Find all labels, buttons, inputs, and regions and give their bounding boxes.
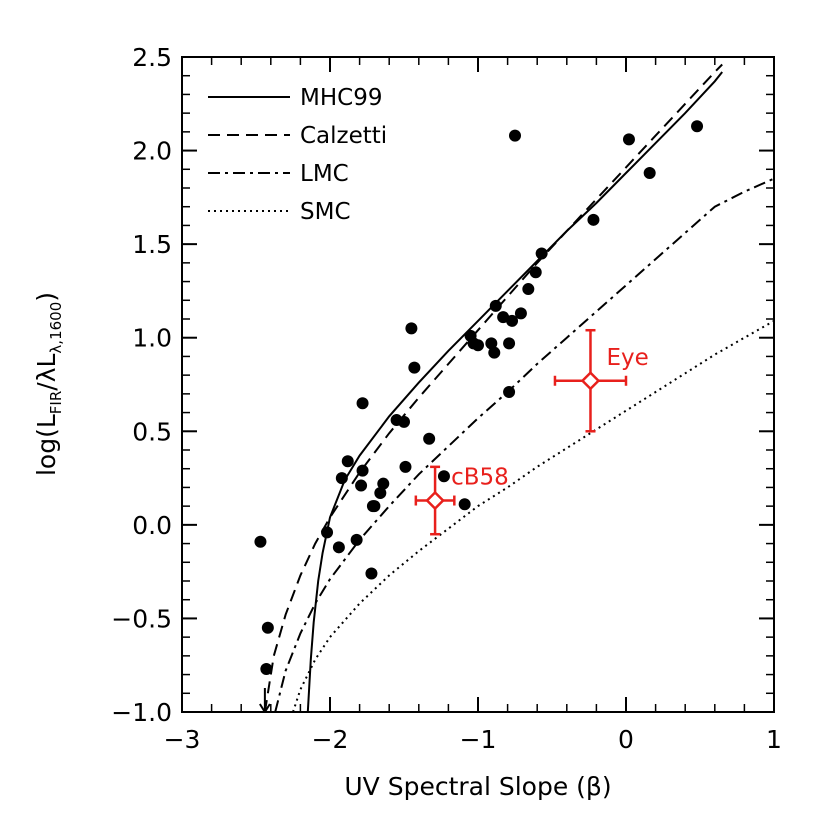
data-point [488, 346, 501, 359]
data-point [458, 498, 471, 511]
data-point [643, 167, 656, 180]
data-point [377, 477, 390, 490]
data-point [254, 535, 267, 548]
x-axis-title: UV Spectral Slope (β) [344, 772, 611, 801]
series-line-lmc [274, 177, 774, 712]
data-point [356, 397, 369, 410]
data-point [535, 247, 548, 260]
data-point [503, 337, 516, 350]
series-line-mhc99 [306, 71, 723, 712]
data-point [503, 385, 516, 398]
y-tick-label: 0.5 [132, 417, 172, 446]
y-tick-label: 2.0 [132, 137, 172, 166]
data-point [355, 479, 368, 492]
data-point [341, 455, 354, 468]
legend-label-smc: SMC [300, 199, 351, 225]
series-line-smc [292, 320, 774, 712]
data-point [529, 266, 542, 279]
data-point [365, 567, 378, 580]
plot-frame [181, 56, 775, 713]
y-tick-label: −0.5 [111, 604, 172, 633]
data-point [332, 541, 345, 554]
data-point [489, 299, 502, 312]
data-point [399, 460, 412, 473]
data-point [514, 307, 527, 320]
x-tick-label: −2 [312, 725, 349, 754]
legend-label-lmc: LMC [300, 161, 349, 187]
data-point [506, 314, 519, 327]
data-point [374, 487, 387, 500]
series-line-calzetti [263, 63, 723, 712]
annotation-label-eye: Eye [606, 345, 648, 371]
data-point [522, 283, 535, 296]
x-tick-label: −1 [460, 725, 497, 754]
x-tick-label: 0 [618, 725, 634, 754]
data-point [368, 500, 381, 513]
marker-diamond-eye [580, 370, 601, 391]
marker-diamond-cb58 [425, 490, 445, 511]
data-point [350, 533, 363, 546]
x-tick-label: −3 [164, 725, 201, 754]
legend-label-calzetti: Calzetti [300, 123, 387, 149]
data-point [437, 470, 450, 483]
y-title-sub-fir: FIR [47, 391, 65, 414]
data-point [398, 415, 410, 428]
y-title-mid: /λL [32, 354, 61, 391]
x-tick-label: 1 [766, 725, 782, 754]
data-point [691, 120, 704, 133]
y-title-open: log(L [32, 414, 61, 476]
data-point [408, 361, 421, 374]
data-point [356, 464, 369, 477]
y-tick-label: 1.0 [132, 324, 172, 353]
data-point [622, 133, 635, 146]
data-point [405, 322, 418, 335]
y-title-close: ) [32, 292, 61, 302]
y-tick-label: 0.0 [132, 511, 172, 540]
y-tick-label: 1.5 [132, 230, 172, 259]
data-point [321, 526, 334, 539]
data-point [509, 129, 521, 142]
legend-label-mhc99: MHC99 [300, 85, 382, 111]
data-point [261, 621, 274, 634]
data-point [485, 337, 498, 350]
data-point [335, 472, 348, 485]
data-point [260, 662, 273, 675]
data-point [423, 432, 436, 445]
data-point [587, 213, 600, 226]
y-tick-label: 2.5 [132, 43, 172, 72]
y-title-sub-lambda: λ,1600 [47, 302, 65, 354]
upper-limit-arrow-head [259, 703, 271, 712]
y-tick-label: −1.0 [111, 698, 172, 727]
annotation-label-cb58: cB58 [451, 465, 509, 491]
data-point [472, 339, 484, 352]
y-axis-title: log(LFIR/λLλ,1600) [32, 292, 65, 476]
